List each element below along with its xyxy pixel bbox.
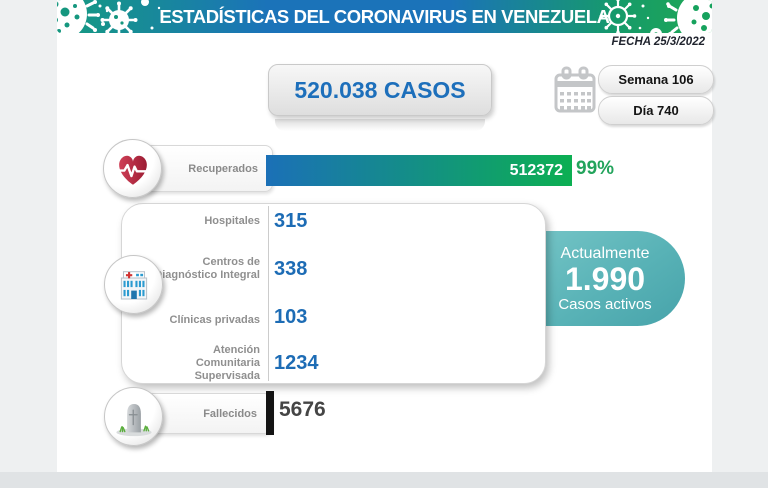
calendar-icon: [554, 66, 596, 113]
facility-label-hospitales: Hospitales: [204, 215, 260, 227]
slide-content: ESTADÍSTICAS DEL CORONAVIRUS EN VENEZUEL…: [57, 0, 714, 472]
facility-value-cdi: 338: [274, 258, 308, 280]
active-cases-caption: Casos activos: [558, 295, 652, 313]
facility-label-acs: Atención Comunitaria Supervisada: [194, 344, 260, 382]
facilities-badge: [104, 255, 163, 314]
panel-divider: [268, 206, 269, 381]
report-date: FECHA 25/3/2022: [611, 36, 705, 48]
heart-ecg-icon: [117, 155, 148, 185]
active-cases-box: Actualmente 1.990 Casos activos: [535, 231, 685, 326]
facility-value-clinicas: 103: [274, 306, 308, 328]
virus-cluster-left-icon: [57, 0, 161, 33]
facility-label-cdi: Centros de Diagnóstico Integral: [154, 256, 260, 281]
day-pill: Día 740: [598, 96, 714, 125]
tombstone-icon: [115, 403, 152, 436]
deaths-bar: [266, 391, 274, 435]
deaths-value: 5676: [279, 398, 326, 421]
virus-cluster-right-icon: [599, 0, 712, 33]
total-cases-box: 520.038 CASOS: [268, 64, 492, 131]
bottom-margin: [0, 472, 768, 488]
facility-label-clinicas: Clínicas privadas: [169, 314, 261, 326]
recovered-percent: 99%: [576, 158, 615, 179]
total-cases-value: 520.038 CASOS: [294, 77, 466, 103]
facility-value-hospitales: 315: [274, 210, 308, 232]
page-title: ESTADÍSTICAS DEL CORONAVIRUS EN VENEZUEL…: [159, 6, 610, 27]
recovered-label-box: Recuperados: [140, 145, 273, 192]
facility-value-acs: 1234: [274, 352, 319, 374]
recovered-badge: [103, 139, 162, 198]
week-pill: Semana 106: [598, 65, 714, 94]
recovered-label: Recuperados: [188, 162, 258, 175]
deaths-label: Fallecidos: [203, 407, 257, 420]
header-banner: ESTADÍSTICAS DEL CORONAVIRUS EN VENEZUEL…: [57, 0, 712, 33]
active-cases-value: 1.990: [564, 260, 646, 297]
recovered-bar: 512372: [266, 155, 572, 186]
deaths-badge: [104, 387, 163, 446]
facilities-panel: Hospitales 315 Centros de Diagnóstico In…: [121, 203, 546, 384]
recovered-value: 512372: [509, 162, 563, 179]
hospital-icon: [120, 270, 147, 300]
active-cases-heading: Actualmente: [560, 244, 650, 262]
